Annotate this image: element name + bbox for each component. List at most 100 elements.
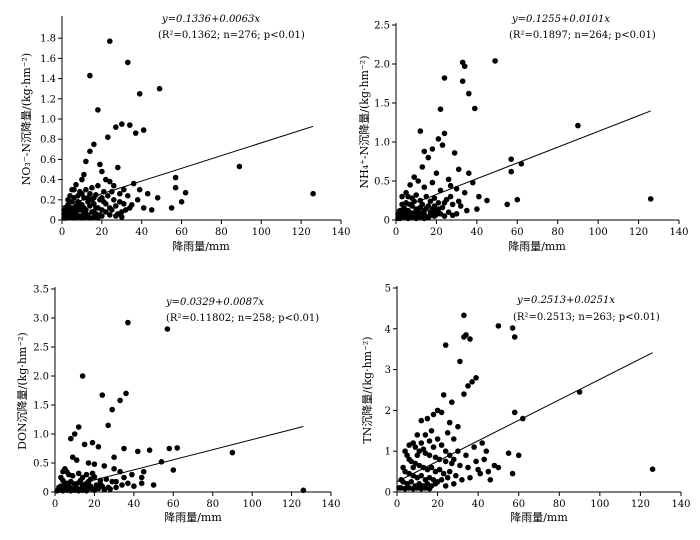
x-tick-label: 140 — [669, 227, 688, 238]
data-point — [437, 106, 444, 112]
data-point — [300, 487, 307, 494]
data-point — [442, 342, 449, 348]
data-point — [466, 90, 472, 97]
data-point — [455, 166, 462, 173]
data-point — [449, 399, 455, 406]
data-point — [439, 142, 446, 148]
data-point — [575, 122, 581, 129]
data-point — [428, 428, 435, 434]
data-point — [69, 205, 75, 211]
data-point — [83, 488, 90, 494]
data-point — [134, 197, 141, 203]
data-point — [105, 422, 111, 429]
data-point — [509, 470, 516, 477]
data-point — [504, 201, 511, 208]
data-point — [435, 136, 442, 142]
x-tick-label: 20 — [95, 227, 108, 238]
data-point — [113, 478, 119, 485]
x-tick-label: 100 — [590, 499, 609, 510]
y-axis-title: NO₃⁻-N沉降量/(kg·hm⁻²) — [19, 53, 33, 185]
data-point — [89, 470, 96, 477]
data-point — [431, 203, 438, 209]
data-point — [424, 415, 431, 422]
data-point — [418, 440, 425, 446]
data-point — [68, 435, 74, 442]
y-tick-label: 5 — [385, 284, 391, 295]
x-tick-label: 80 — [551, 227, 564, 238]
data-point — [229, 449, 236, 456]
x-tick-label: 120 — [631, 499, 650, 510]
data-point — [451, 456, 457, 463]
data-point — [95, 182, 101, 189]
y-tick-label: 2.0 — [374, 60, 390, 71]
data-point — [484, 197, 490, 204]
data-point — [101, 463, 108, 469]
data-point — [438, 442, 445, 448]
data-point — [91, 461, 98, 468]
data-point — [121, 474, 127, 481]
data-point — [421, 184, 428, 190]
data-point — [455, 198, 462, 205]
data-point — [447, 193, 454, 200]
data-point — [109, 406, 115, 413]
data-point — [87, 190, 93, 197]
data-point — [426, 485, 433, 492]
data-point — [423, 205, 430, 212]
x-tick-label: 0 — [52, 499, 58, 510]
data-point — [472, 105, 478, 112]
data-point — [61, 207, 67, 213]
data-point — [461, 63, 468, 70]
data-point — [79, 373, 86, 379]
y-axis-title: NH₄⁺-N沉降量/(kg·hm⁻²) — [357, 56, 371, 189]
data-point — [476, 193, 482, 200]
data-point — [430, 444, 437, 450]
data-point — [457, 203, 464, 209]
data-point — [132, 130, 139, 136]
data-point — [101, 486, 108, 493]
data-point — [511, 409, 518, 416]
data-point — [91, 209, 97, 215]
data-point — [83, 212, 89, 218]
stats-label: (R²=0.1897; n=264; p<0.01) — [509, 30, 656, 41]
data-point — [107, 212, 113, 218]
data-point — [436, 466, 443, 473]
x-tick-label: 80 — [553, 499, 566, 510]
data-point — [445, 176, 452, 183]
data-point — [127, 205, 133, 211]
x-axis-title: 降雨量/mm — [164, 510, 222, 524]
data-point — [485, 468, 492, 475]
data-point — [138, 480, 145, 487]
data-point — [75, 424, 82, 430]
x-tick-label: 100 — [252, 227, 271, 238]
y-tick-label: 2 — [385, 406, 391, 417]
data-point — [182, 189, 189, 196]
data-point — [467, 336, 473, 342]
data-point — [410, 464, 417, 471]
data-point — [419, 164, 426, 170]
data-point — [444, 474, 451, 481]
y-tick-label: 4 — [385, 324, 391, 335]
data-point — [115, 164, 121, 171]
y-tick-label: 2.0 — [33, 372, 49, 383]
data-point — [79, 190, 85, 197]
data-point — [87, 148, 93, 155]
data-point — [491, 462, 498, 469]
data-point — [69, 454, 76, 461]
x-tick-label: 140 — [331, 227, 350, 238]
y-tick-label: 1 — [385, 447, 391, 458]
data-point — [440, 392, 447, 398]
stats-label: (R²=0.1362; n=276; p<0.01) — [158, 30, 305, 41]
data-point — [453, 472, 459, 479]
data-point — [125, 319, 131, 326]
data-point — [73, 208, 79, 214]
data-point — [426, 438, 433, 444]
data-point — [89, 439, 96, 446]
x-tick-label: 60 — [167, 499, 180, 510]
data-point — [481, 456, 488, 463]
y-tick-label: 1.0 — [33, 430, 49, 441]
data-point — [166, 445, 173, 452]
data-point — [453, 211, 460, 217]
data-point — [508, 168, 514, 175]
data-point — [93, 484, 100, 491]
data-point — [111, 466, 117, 472]
